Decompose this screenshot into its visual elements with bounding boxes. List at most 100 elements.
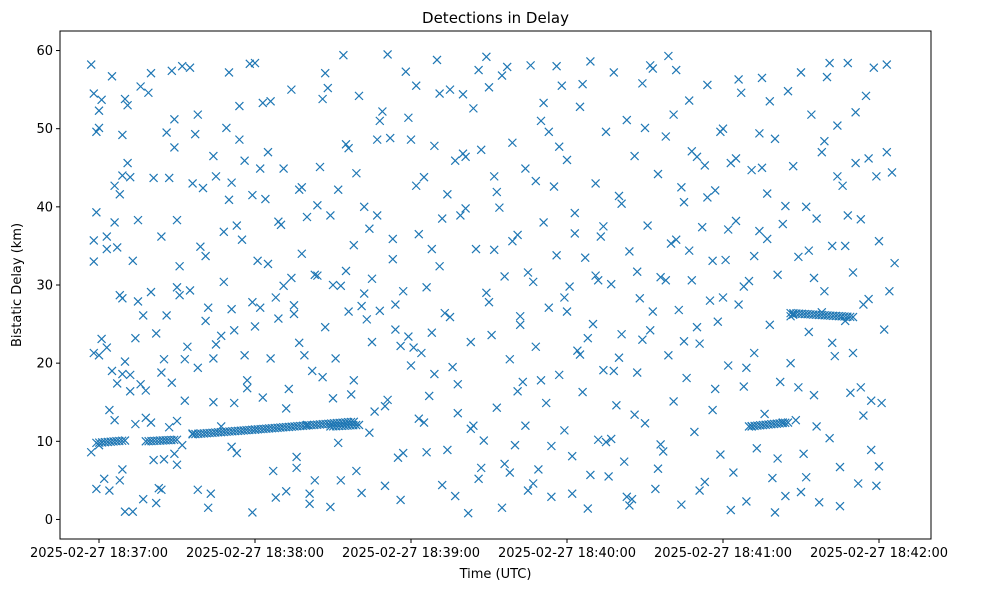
data-point	[117, 130, 127, 140]
data-point	[224, 67, 234, 77]
data-point	[180, 396, 190, 406]
data-point	[403, 332, 413, 342]
data-point	[739, 282, 749, 291]
data-point	[619, 457, 629, 467]
data-point	[429, 369, 439, 379]
data-point	[349, 240, 359, 250]
data-point	[250, 58, 260, 68]
data-point	[546, 441, 556, 451]
data-point	[169, 143, 179, 152]
x-axis: 2025-02-27 18:37:00 2025-02-27 18:38:00 20…	[30, 539, 948, 561]
data-point	[390, 325, 400, 334]
data-point	[164, 173, 174, 183]
data-point	[367, 337, 377, 347]
data-point	[268, 466, 278, 476]
data-point	[489, 171, 499, 181]
data-point	[793, 382, 803, 392]
data-point	[198, 183, 208, 193]
data-point	[533, 465, 543, 474]
data-point	[840, 241, 850, 251]
data-point	[435, 89, 445, 98]
data-point	[104, 405, 114, 415]
data-point	[630, 410, 640, 420]
data-point	[656, 272, 666, 282]
track-point	[845, 312, 855, 322]
data-point	[765, 320, 775, 330]
track-point	[351, 420, 361, 430]
data-point	[208, 397, 218, 407]
data-point	[380, 481, 390, 491]
data-point	[224, 195, 234, 205]
data-point	[146, 68, 156, 78]
data-point	[819, 286, 829, 296]
data-point	[492, 187, 502, 197]
data-point	[125, 370, 135, 380]
track-point	[172, 435, 182, 445]
data-point	[572, 346, 582, 356]
data-point	[539, 98, 549, 108]
data-point	[695, 339, 705, 349]
data-point	[409, 343, 419, 352]
data-point	[117, 369, 127, 379]
data-point	[661, 275, 671, 285]
data-point	[773, 454, 783, 463]
data-point	[115, 189, 125, 199]
data-point	[383, 50, 393, 59]
data-point	[861, 91, 871, 101]
data-point	[640, 123, 650, 133]
data-point	[760, 409, 770, 419]
data-point	[146, 287, 156, 297]
data-point	[546, 492, 556, 502]
data-point	[731, 153, 741, 163]
data-point	[86, 60, 96, 70]
data-point	[97, 334, 107, 344]
data-point	[370, 407, 380, 417]
data-point	[502, 62, 512, 72]
data-point	[367, 274, 377, 284]
data-point	[138, 311, 148, 320]
data-point	[91, 484, 101, 494]
data-point	[414, 229, 424, 239]
data-point	[125, 172, 135, 182]
data-point	[271, 293, 281, 302]
data-point	[645, 60, 655, 70]
data-point	[775, 377, 785, 387]
data-point	[767, 473, 777, 483]
data-point	[671, 235, 681, 245]
data-point	[585, 470, 595, 480]
data-point	[661, 132, 671, 141]
data-point	[138, 494, 148, 504]
data-point	[320, 322, 330, 332]
data-point	[312, 271, 322, 281]
data-point	[91, 207, 101, 217]
data-point	[866, 445, 876, 455]
data-point	[762, 189, 772, 198]
data-point	[539, 218, 549, 227]
data-point	[575, 350, 585, 359]
data-point	[117, 465, 127, 474]
data-point	[609, 366, 619, 376]
data-point	[741, 363, 751, 373]
data-point	[193, 110, 203, 120]
data-point	[401, 67, 411, 77]
data-point	[133, 215, 143, 225]
data-point	[281, 404, 291, 413]
data-point	[448, 362, 458, 372]
data-point	[851, 158, 861, 168]
data-point	[799, 449, 809, 459]
data-point	[520, 421, 530, 431]
data-point	[624, 246, 634, 256]
data-point	[770, 508, 780, 517]
track-point	[780, 418, 790, 428]
data-point	[354, 91, 364, 101]
data-point	[466, 337, 476, 347]
data-point	[700, 161, 710, 170]
data-point	[497, 503, 507, 513]
data-point	[232, 221, 242, 231]
data-point	[237, 235, 247, 245]
data-point	[169, 114, 179, 124]
data-point	[596, 232, 606, 241]
data-point	[531, 176, 541, 186]
data-point	[120, 507, 130, 517]
